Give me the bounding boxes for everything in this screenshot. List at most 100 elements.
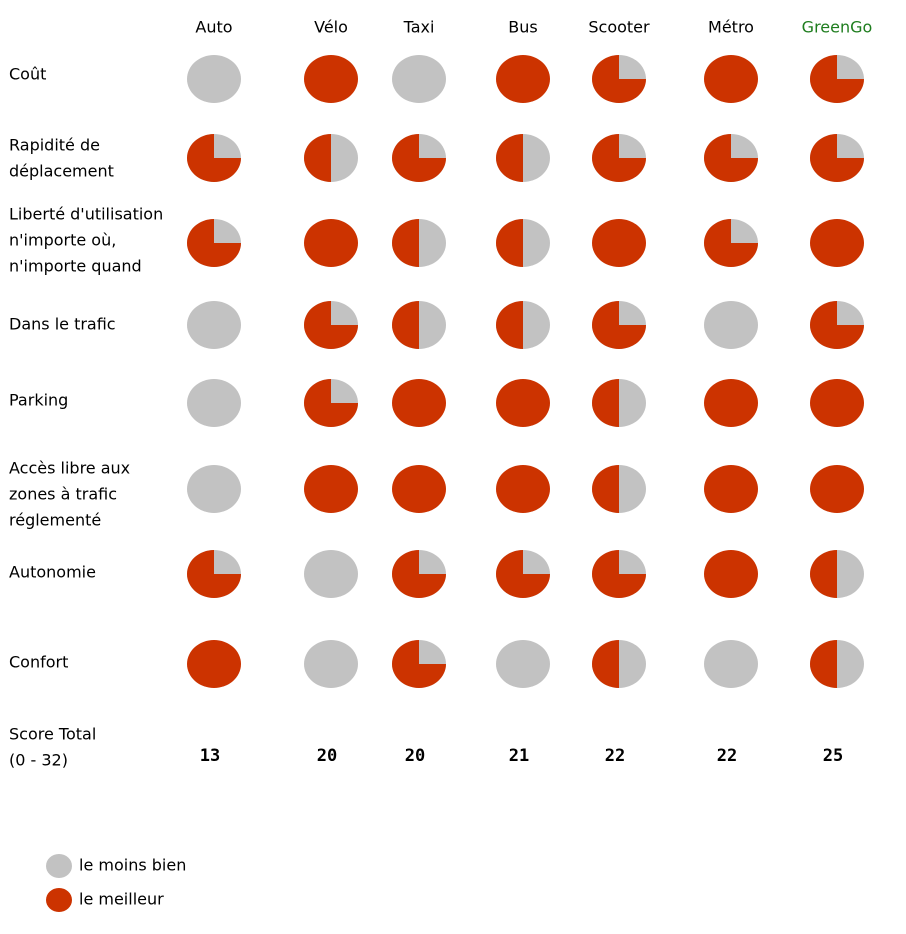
pie-base [187,465,241,513]
pie-mark-r6-c2 [392,550,446,598]
pie-mark-r2-c5 [704,219,758,267]
pie-base [187,640,241,688]
pie-mark-r7-c6 [810,640,864,688]
pie-mark-r3-c2 [392,301,446,349]
pie-mark-r2-c3 [496,219,550,267]
pie-mark-r0-c4 [592,55,646,103]
pie-mark-r0-c1 [304,55,358,103]
pie-mark-r2-c2 [392,219,446,267]
row-label-2-2: n'importe quand [9,257,142,276]
column-header-2: Taxi [403,18,435,37]
pie-fill [304,134,331,182]
legend-swatch-0 [46,854,72,878]
pie-base [704,55,758,103]
pie-fill [704,134,758,182]
pie-base [392,465,446,513]
pie-mark-r4-c5 [704,379,758,427]
pie-fill [592,55,646,103]
pie-mark-r1-c3 [496,134,550,182]
pie-fill [187,550,241,598]
pie-mark-r5-c1 [304,465,358,513]
column-header-3: Bus [508,18,537,37]
pie-base [704,640,758,688]
score-value-2: 20 [405,746,425,766]
pie-fill [810,134,864,182]
legend-swatch-1 [46,888,72,912]
row-label-3-0: Dans le trafic [9,315,116,334]
pie-fill [392,134,446,182]
pie-mark-r4-c0 [187,379,241,427]
pie-mark-r3-c6 [810,301,864,349]
pie-fill [592,550,646,598]
pie-base [187,55,241,103]
pie-base [304,550,358,598]
pie-mark-r6-c5 [704,550,758,598]
pie-mark-r1-c2 [392,134,446,182]
pie-mark-r5-c3 [496,465,550,513]
pie-base [496,379,550,427]
column-header-4: Scooter [588,18,650,37]
pie-base [704,550,758,598]
pie-mark-r5-c0 [187,465,241,513]
row-label-4-0: Parking [9,391,68,410]
pie-mark-r5-c6 [810,465,864,513]
pie-mark-r2-c6 [810,219,864,267]
score-value-5: 22 [717,746,737,766]
pie-mark-r5-c4 [592,465,646,513]
pie-mark-r4-c1 [304,379,358,427]
pie-base [392,379,446,427]
pie-base [304,219,358,267]
pie-fill [704,219,758,267]
score-label-1: (0 - 32) [9,751,68,770]
pie-base [810,219,864,267]
pie-mark-r0-c2 [392,55,446,103]
pie-mark-r6-c6 [810,550,864,598]
row-label-1-0: Rapidité de [9,136,100,155]
pie-fill [496,301,523,349]
pie-base [392,55,446,103]
pie-fill [392,640,446,688]
row-label-5-0: Accès libre aux [9,459,130,478]
pie-mark-r3-c3 [496,301,550,349]
pie-mark-r7-c5 [704,640,758,688]
pie-base [187,379,241,427]
score-value-4: 22 [605,746,625,766]
pie-mark-r6-c3 [496,550,550,598]
pie-mark-r1-c6 [810,134,864,182]
pie-fill [592,301,646,349]
score-value-0: 13 [200,746,220,766]
pie-mark-r3-c5 [704,301,758,349]
pie-mark-r3-c0 [187,301,241,349]
pie-base [704,301,758,349]
row-label-1-1: déplacement [9,162,114,181]
pie-mark-r2-c0 [187,219,241,267]
row-label-7-0: Confort [9,653,68,672]
pie-base [496,640,550,688]
column-header-0: Auto [195,18,232,37]
pie-mark-r3-c4 [592,301,646,349]
row-label-6-0: Autonomie [9,563,96,582]
pie-base [496,465,550,513]
column-header-5: Métro [708,18,754,37]
pie-fill [810,55,864,103]
row-label-5-1: zones à trafic [9,485,117,504]
pie-mark-r6-c4 [592,550,646,598]
pie-mark-r7-c0 [187,640,241,688]
legend-label-1: le meilleur [79,890,164,909]
pie-base [304,55,358,103]
pie-base [704,379,758,427]
pie-mark-r1-c1 [304,134,358,182]
pie-fill [187,219,241,267]
pie-fill [304,379,358,427]
pie-base [704,465,758,513]
pie-mark-r7-c4 [592,640,646,688]
pie-fill [592,465,619,513]
pie-fill [496,550,550,598]
pie-mark-r2-c4 [592,219,646,267]
pie-fill [810,301,864,349]
pie-fill [810,640,837,688]
score-value-6: 25 [823,746,843,766]
pie-base [187,301,241,349]
row-label-2-0: Liberté d'utilisation [9,205,163,224]
